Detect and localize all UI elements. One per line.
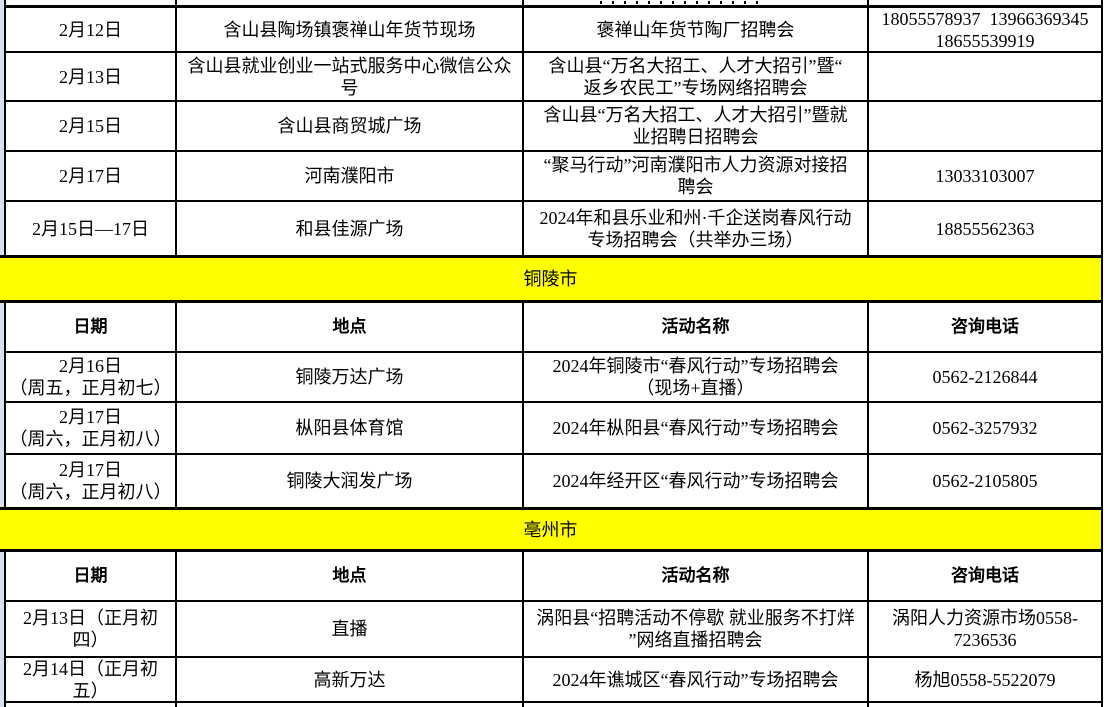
cell-date: 2月12日 xyxy=(6,8,177,51)
table-row: 2月17日 （周六，正月初八） 枞阳县体育馆 2024年枞阳县“春风行动”专场招… xyxy=(4,403,1103,455)
cell-location: 铜陵大润发广场 xyxy=(177,455,524,507)
cell-date: 2月14日（正月初 五） xyxy=(6,658,177,701)
table-header-row: 日期 地点 活动名称 咨询电话 xyxy=(4,552,1103,602)
cell-date: 2月17日 xyxy=(6,152,177,200)
cell-phone xyxy=(869,53,1101,100)
cell-activity: 2024年枞阳县“春风行动”专场招聘会 xyxy=(524,403,869,453)
column-header-activity: 活动名称 xyxy=(524,303,869,351)
city-section-banner-tongling: 铜陵市 xyxy=(0,255,1103,303)
clipped-top-row xyxy=(4,0,1103,8)
cell-activity: 含山县“万名大招工、人才大招引”暨就 业招聘日招聘会 xyxy=(524,102,869,150)
cell-activity: “聚马行动”河南濮阳市人力资源对接招 聘会 xyxy=(524,152,869,200)
cell-location xyxy=(177,703,524,707)
column-header-location: 地点 xyxy=(177,303,524,351)
cell-location: 含山县商贸城广场 xyxy=(177,102,524,150)
cell-date: 2月17日 （周六，正月初八） xyxy=(6,455,177,507)
cell-date: 2月17日 （周六，正月初八） xyxy=(6,403,177,453)
table-row: 2月13日 含山县就业创业一站式服务中心微信公众 号 含山县“万名大招工、人才大… xyxy=(4,53,1103,102)
cell-activity: 2024年铜陵市“春风行动”专场招聘会 （现场+直播） xyxy=(524,353,869,401)
cell-activity: 2024年和县乐业和州·千企送岗春风行动 专场招聘会（共举办三场） xyxy=(524,202,869,255)
cell-activity xyxy=(524,703,869,707)
table-row: 2月14日（正月初 五） 高新万达 2024年谯城区“春风行动”专场招聘会 杨旭… xyxy=(4,658,1103,703)
city-label: 亳州市 xyxy=(523,519,578,540)
cell-phone: 0562-2105805 xyxy=(932,471,1038,491)
cell-activity: 涡阳县“招聘活动不停歇 就业服务不打烊 ”网络直播招聘会 xyxy=(524,602,869,656)
cell-activity: 含山县“万名大招工、人才大招引”暨“ 返乡农民工”专场网络招聘会 xyxy=(524,53,869,100)
cell-phone: 0562-2126844 xyxy=(932,367,1038,387)
cell-phone: 涡阳人力资源市场0558- 7236536 xyxy=(892,608,1078,650)
cell-date xyxy=(6,703,177,707)
table-row: 2月17日 河南濮阳市 “聚马行动”河南濮阳市人力资源对接招 聘会 130331… xyxy=(4,152,1103,202)
cell-location: 直播 xyxy=(177,602,524,656)
cell-date: 2月13日（正月初 四） xyxy=(6,602,177,656)
cell-phone: 13033103007 xyxy=(935,166,1035,186)
left-margin-strip xyxy=(0,0,4,707)
column-header-activity: 活动名称 xyxy=(524,552,869,600)
table-header-row: 日期 地点 活动名称 咨询电话 xyxy=(4,303,1103,353)
city-section-banner-bozhou: 亳州市 xyxy=(0,507,1103,552)
table-row: 2月12日 含山县陶场镇褒禅山年货节现场 褒禅山年货节陶厂招聘会 1805557… xyxy=(4,8,1103,53)
cell-activity xyxy=(524,0,869,5)
table-row: 2月15日 含山县商贸城广场 含山县“万名大招工、人才大招引”暨就 业招聘日招聘… xyxy=(4,102,1103,152)
cell-activity: 2024年谯城区“春风行动”专场招聘会 xyxy=(524,658,869,701)
column-header-location: 地点 xyxy=(177,552,524,600)
cell-location: 和县佳源广场 xyxy=(177,202,524,255)
cell-location: 含山县就业创业一站式服务中心微信公众 号 xyxy=(177,53,524,100)
cell-phone: 18055578937 13966369345 18655539919 xyxy=(881,8,1089,51)
column-header-phone: 咨询电话 xyxy=(951,566,1019,585)
table-row: 2月17日 （周六，正月初八） 铜陵大润发广场 2024年经开区“春风行动”专场… xyxy=(4,455,1103,507)
clipped-bottom-row xyxy=(4,703,1103,707)
cell-phone xyxy=(869,703,1101,707)
table-row: 2月16日 （周五，正月初七） 铜陵万达广场 2024年铜陵市“春风行动”专场招… xyxy=(4,353,1103,403)
column-header-phone: 咨询电话 xyxy=(951,317,1019,336)
table-row: 2月13日（正月初 四） 直播 涡阳县“招聘活动不停歇 就业服务不打烊 ”网络直… xyxy=(4,602,1103,658)
cell-date: 2月15日 xyxy=(6,102,177,150)
cell-activity: 2024年经开区“春风行动”专场招聘会 xyxy=(524,455,869,507)
cell-location: 高新万达 xyxy=(177,658,524,701)
cell-phone: 杨旭0558-5522079 xyxy=(914,669,1056,690)
cell-phone: 18855562363 xyxy=(935,218,1035,239)
cell-location: 河南濮阳市 xyxy=(177,152,524,200)
cell-location: 铜陵万达广场 xyxy=(177,353,524,401)
cell-phone xyxy=(869,0,1101,5)
cell-phone xyxy=(869,102,1101,150)
city-label: 铜陵市 xyxy=(523,269,578,289)
table-row: 2月15日—17日 和县佳源广场 2024年和县乐业和州·千企送岗春风行动 专场… xyxy=(4,202,1103,255)
cell-date: 2月15日—17日 xyxy=(6,202,177,255)
clipped-text-fragments xyxy=(600,1,760,4)
column-header-date: 日期 xyxy=(6,552,177,600)
cell-activity: 褒禅山年货节陶厂招聘会 xyxy=(524,8,869,51)
column-header-date: 日期 xyxy=(6,303,177,351)
cell-date: 2月16日 （周五，正月初七） xyxy=(6,353,177,401)
cell-date xyxy=(6,0,177,5)
cell-phone: 0562-3257932 xyxy=(932,418,1038,438)
cell-date: 2月13日 xyxy=(6,53,177,100)
cell-location: 含山县陶场镇褒禅山年货节现场 xyxy=(177,8,524,51)
cell-location: 枞阳县体育馆 xyxy=(177,403,524,453)
cell-location xyxy=(177,0,524,5)
